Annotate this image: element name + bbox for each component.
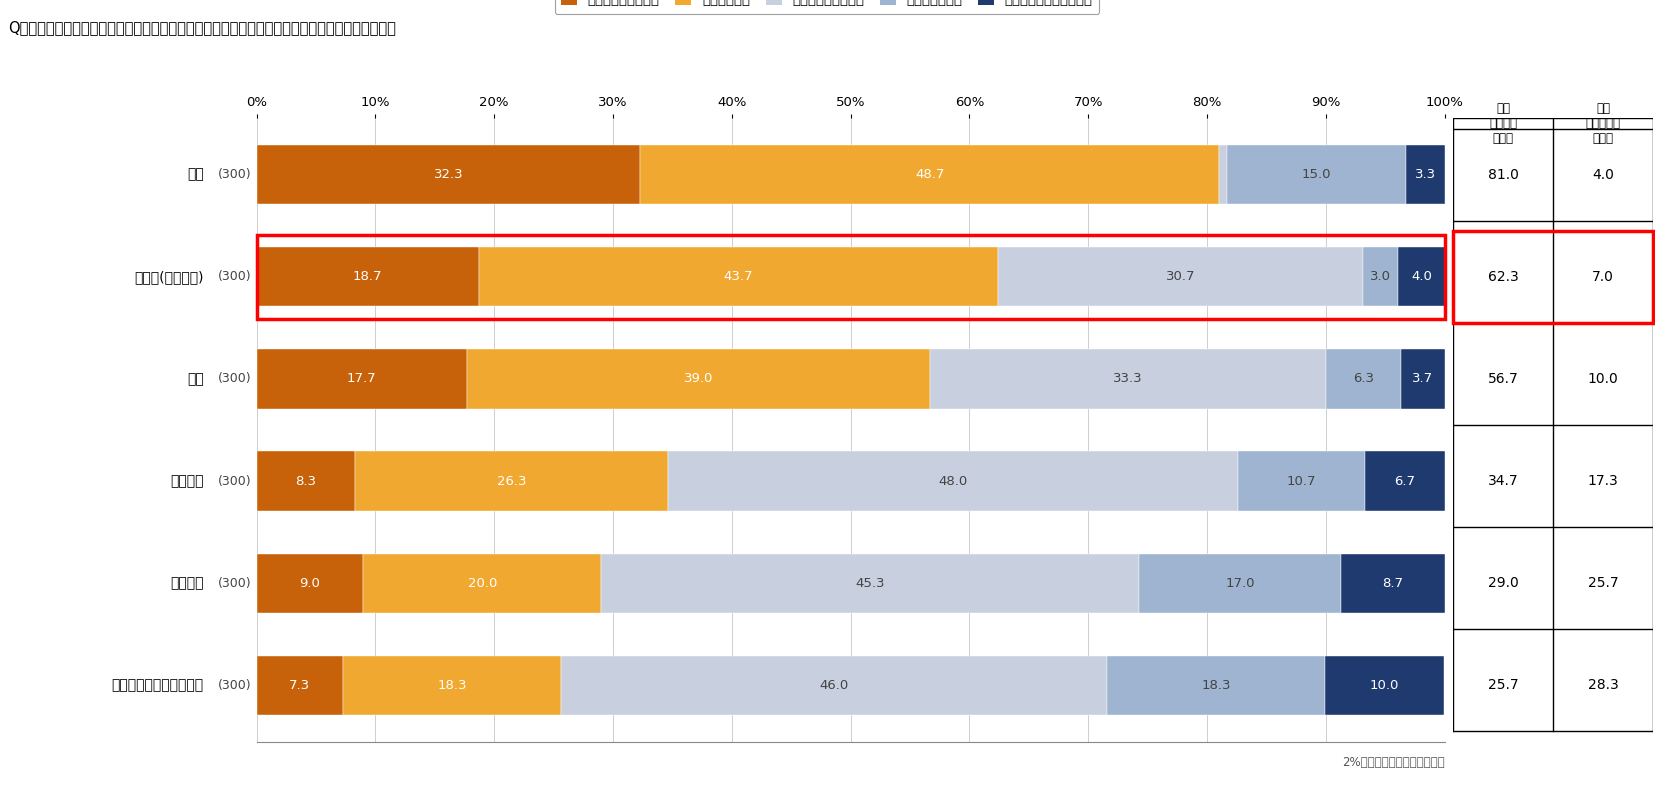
Text: 18.3: 18.3 <box>1202 679 1231 692</box>
Text: 20.0: 20.0 <box>468 577 496 590</box>
Text: 7.0: 7.0 <box>1592 270 1614 284</box>
Text: 62.3: 62.3 <box>1488 270 1519 284</box>
Text: ブランド: ブランド <box>170 576 204 590</box>
Text: (300): (300) <box>218 475 252 488</box>
Text: (300): (300) <box>218 372 252 385</box>
Bar <box>257 350 467 409</box>
Bar <box>1453 230 1653 323</box>
Bar <box>478 247 998 306</box>
Text: 32.3: 32.3 <box>434 168 463 181</box>
Text: 43.7: 43.7 <box>723 270 753 283</box>
Text: 6.7: 6.7 <box>1395 475 1415 488</box>
Bar <box>1324 656 1443 715</box>
Bar <box>1228 145 1405 204</box>
Text: 15.0: 15.0 <box>1302 168 1331 181</box>
Text: 39.0: 39.0 <box>684 372 713 385</box>
Text: 56.7: 56.7 <box>1488 372 1519 386</box>
Text: (300): (300) <box>218 577 252 590</box>
Text: 17.7: 17.7 <box>348 372 376 385</box>
Text: 4.0: 4.0 <box>1592 167 1614 181</box>
Bar <box>1362 247 1398 306</box>
Text: 25.7: 25.7 <box>1587 576 1619 590</box>
Bar <box>1342 554 1445 613</box>
Bar <box>257 247 478 306</box>
Bar <box>467 350 930 409</box>
Text: 25.7: 25.7 <box>1488 679 1519 693</box>
Text: 重視
している
（計）: 重視 している （計） <box>1490 102 1518 145</box>
Text: 48.0: 48.0 <box>938 475 968 488</box>
Bar <box>257 451 356 510</box>
Text: 18.3: 18.3 <box>437 679 467 692</box>
Bar <box>561 656 1107 715</box>
Text: 30.7: 30.7 <box>1165 270 1195 283</box>
Bar <box>1139 554 1342 613</box>
Text: 10.0: 10.0 <box>1370 679 1398 692</box>
Text: 8.7: 8.7 <box>1382 577 1403 590</box>
Text: 2%未満の数値ラベルは非表示: 2%未満の数値ラベルは非表示 <box>1342 757 1445 769</box>
Bar <box>257 235 1445 319</box>
Text: 17.3: 17.3 <box>1587 474 1619 488</box>
Bar <box>257 554 364 613</box>
Bar <box>257 145 640 204</box>
Text: Q：あなたがお勤めのお店で食用油を購入する際、どの程度重視するか項目毎に教えてください。: Q：あなたがお勤めのお店で食用油を購入する際、どの程度重視するか項目毎に教えてく… <box>8 20 396 35</box>
Bar <box>1326 350 1400 409</box>
Text: 81.0: 81.0 <box>1488 167 1519 181</box>
Bar <box>998 247 1362 306</box>
Text: 9.0: 9.0 <box>300 577 321 590</box>
Text: エコ・サステナビリティ: エコ・サステナビリティ <box>111 679 204 693</box>
Bar <box>364 554 601 613</box>
Bar <box>667 451 1238 510</box>
Text: 10.0: 10.0 <box>1587 372 1619 386</box>
Bar <box>343 656 561 715</box>
Bar <box>1405 145 1445 204</box>
Text: (300): (300) <box>218 679 252 692</box>
Text: 29.0: 29.0 <box>1488 576 1519 590</box>
Bar <box>1107 656 1324 715</box>
Legend: とても重視している, 重視している, どちらともいえない, 重視していない, まったく重視していない: とても重視している, 重視している, どちらともいえない, 重視していない, ま… <box>554 0 1099 14</box>
Text: 重視
していない
（計）: 重視 していない （計） <box>1585 102 1620 145</box>
Text: 経済性(長持ち性): 経済性(長持ち性) <box>134 270 204 284</box>
Text: 3.3: 3.3 <box>1415 168 1437 181</box>
Text: 26.3: 26.3 <box>496 475 526 488</box>
Text: 17.0: 17.0 <box>1226 577 1254 590</box>
Text: 48.7: 48.7 <box>915 168 945 181</box>
Text: 28.3: 28.3 <box>1587 679 1619 693</box>
Bar <box>1365 451 1445 510</box>
Text: (300): (300) <box>218 168 252 181</box>
Text: 45.3: 45.3 <box>856 577 885 590</box>
Bar <box>1238 451 1365 510</box>
Bar <box>1400 350 1445 409</box>
Text: 3.7: 3.7 <box>1412 372 1433 385</box>
Bar <box>930 350 1326 409</box>
Text: 6.3: 6.3 <box>1352 372 1374 385</box>
Text: 18.7: 18.7 <box>353 270 382 283</box>
Bar <box>601 554 1139 613</box>
Bar <box>356 451 667 510</box>
Text: 34.7: 34.7 <box>1488 474 1519 488</box>
Text: 4.0: 4.0 <box>1412 270 1433 283</box>
Text: (300): (300) <box>218 270 252 283</box>
Text: 7.3: 7.3 <box>290 679 311 692</box>
Text: 46.0: 46.0 <box>819 679 849 692</box>
Text: 風味: 風味 <box>187 372 204 386</box>
Text: 33.3: 33.3 <box>1114 372 1144 385</box>
Bar <box>1220 145 1228 204</box>
Bar <box>1398 247 1446 306</box>
Bar <box>257 656 343 715</box>
Text: 3.0: 3.0 <box>1370 270 1392 283</box>
Text: 10.7: 10.7 <box>1288 475 1316 488</box>
Text: 健康訴求: 健康訴求 <box>170 474 204 488</box>
Text: 価格: 価格 <box>187 167 204 181</box>
Text: 8.3: 8.3 <box>295 475 316 488</box>
Bar <box>640 145 1220 204</box>
